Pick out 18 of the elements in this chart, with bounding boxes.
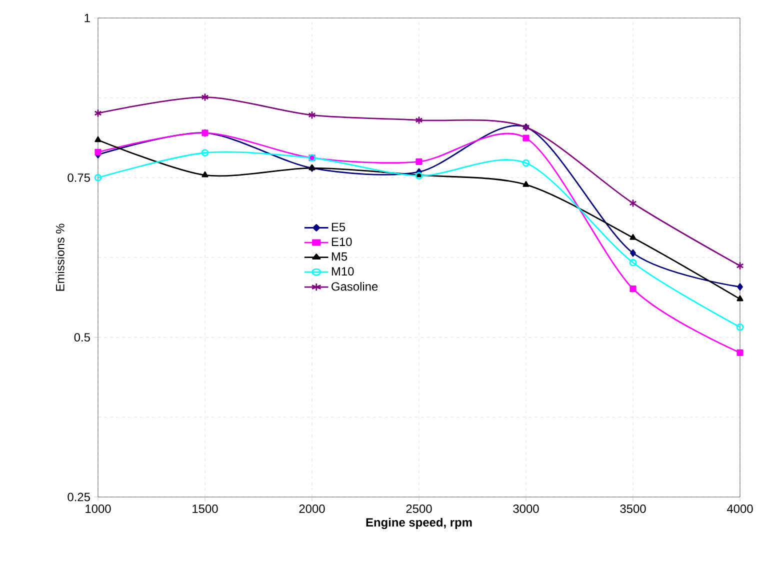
x-tick-label: 4000 (726, 504, 753, 513)
y-axis-title: Emissions % (56, 224, 64, 291)
legend-label: M5 (332, 252, 348, 261)
legend-label: E10 (332, 238, 352, 246)
y-tick-label: 0.5 (74, 333, 90, 342)
legend-label: Gasoline (332, 282, 378, 291)
y-tick-label: 0.25 (68, 492, 90, 502)
x-tick-label: 2500 (406, 504, 432, 513)
x-tick-label: 1000 (86, 504, 111, 513)
y-tick-label: 1 (84, 14, 90, 22)
x-axis-title: Engine speed, rpm (366, 518, 472, 530)
legend-label: M10 (332, 267, 354, 276)
x-tick-label: 3500 (620, 504, 646, 513)
x-tick-label: 3000 (513, 504, 539, 513)
x-tick-label: 2000 (299, 504, 325, 513)
y-tick-label: 0.75 (68, 173, 90, 182)
x-tick-label: 1500 (192, 504, 218, 513)
legend-label: E5 (332, 222, 346, 232)
